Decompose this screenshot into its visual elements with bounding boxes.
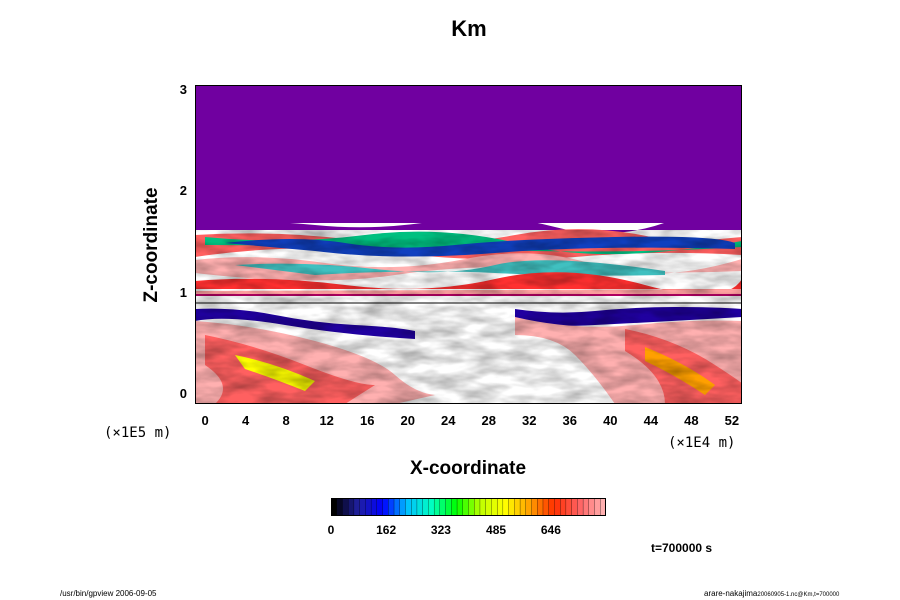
colorbar-tick-label: 646 bbox=[540, 523, 561, 537]
colorbar-cell bbox=[560, 498, 567, 516]
plot-frame bbox=[195, 85, 742, 404]
colorbar-cell bbox=[479, 498, 487, 516]
colorbar-cell bbox=[456, 498, 464, 516]
x-tick-label: 28 bbox=[481, 413, 496, 428]
colorbar-cell bbox=[353, 498, 361, 516]
colorbar-cell bbox=[428, 498, 435, 516]
y-tick-label: 0 bbox=[179, 385, 187, 401]
footer-left: /usr/bin/gpview 2006-09-05 bbox=[60, 589, 157, 598]
colorbar-cell bbox=[571, 498, 578, 516]
colorbar-cell bbox=[600, 498, 606, 516]
x-tick-label: 32 bbox=[522, 413, 537, 428]
x-scale-note: (×1E4 m) bbox=[668, 435, 736, 451]
colorbar-cell bbox=[336, 498, 343, 516]
colorbar-cell bbox=[491, 498, 498, 516]
colorbar-cell bbox=[474, 498, 481, 516]
colorbar-cell bbox=[525, 498, 532, 516]
colorbar-cell bbox=[348, 498, 355, 516]
heatmap-plot bbox=[195, 85, 742, 404]
upper-layer-edge bbox=[195, 217, 742, 234]
x-tick-label: 48 bbox=[684, 413, 699, 428]
colorbar-cell bbox=[548, 498, 555, 516]
colorbar-cell bbox=[445, 498, 452, 516]
colorbar-cell bbox=[451, 498, 458, 516]
colorbar-cell bbox=[588, 498, 595, 516]
colorbar-cell bbox=[519, 498, 527, 516]
footer-right-suffix: 20060905-1.nc@Km,t=700000 bbox=[757, 592, 840, 598]
speckle-texture bbox=[195, 230, 742, 404]
colorbar-cell bbox=[416, 498, 424, 516]
colorbar-tick-label: 0 bbox=[327, 523, 335, 537]
colorbar-frame bbox=[331, 498, 606, 516]
y-tick-label: 1 bbox=[179, 284, 187, 300]
colorbar-cell bbox=[399, 498, 406, 516]
colorbar-cell bbox=[365, 498, 372, 516]
x-tick-label: 44 bbox=[643, 413, 659, 428]
x-tick-label: 16 bbox=[359, 413, 375, 428]
x-tick-label: 4 bbox=[242, 413, 250, 428]
colorbar-tick-label: 485 bbox=[486, 523, 507, 537]
colorbar-cell bbox=[433, 498, 441, 516]
footer-right-name: arare-nakajima bbox=[704, 589, 758, 598]
colorbar-cell bbox=[405, 498, 412, 516]
colorbar-cell bbox=[422, 498, 429, 516]
colorbar-cell bbox=[393, 498, 401, 516]
colorbar-cell bbox=[359, 498, 366, 516]
z-scale-note: (×1E5 m) bbox=[104, 425, 172, 441]
colorbar-cell bbox=[376, 498, 384, 516]
chart-title: Km bbox=[451, 16, 487, 41]
colorbar bbox=[331, 498, 606, 516]
y-tick-label: 3 bbox=[179, 82, 187, 98]
colorbar-cell bbox=[462, 498, 469, 516]
footer-right: arare-nakajima20060905-1.nc@Km,t=700000 bbox=[704, 589, 839, 598]
x-tick-label: 0 bbox=[201, 413, 209, 428]
colorbar-cell bbox=[342, 498, 349, 516]
colorbar-cell bbox=[485, 498, 492, 516]
colorbar-cell bbox=[468, 498, 475, 516]
colorbar-cell bbox=[502, 498, 510, 516]
x-tick-label: 52 bbox=[724, 413, 740, 428]
y-axis-label: Z-coordinate bbox=[141, 187, 162, 303]
colorbar-tick-label: 323 bbox=[430, 523, 451, 537]
colorbar-cell bbox=[582, 498, 590, 516]
colorbar-cell bbox=[382, 498, 389, 516]
x-tick-label: 36 bbox=[562, 413, 578, 428]
x-axis-label: X-coordinate bbox=[409, 458, 527, 479]
colorbar-cell bbox=[537, 498, 544, 516]
colorbar-cell bbox=[508, 498, 515, 516]
x-tick-label: 8 bbox=[282, 413, 290, 428]
x-tick-label: 40 bbox=[603, 413, 618, 428]
x-tick-label: 12 bbox=[319, 413, 334, 428]
colorbar-cell bbox=[554, 498, 561, 516]
colorbar-cell bbox=[514, 498, 521, 516]
y-tick-label: 2 bbox=[179, 183, 187, 199]
colorbar-tick-label: 162 bbox=[376, 523, 397, 537]
colorbar-cell bbox=[594, 498, 601, 516]
colorbar-cell bbox=[496, 498, 504, 516]
colorbar-cell bbox=[542, 498, 550, 516]
colorbar-cell bbox=[565, 498, 573, 516]
time-label: t=700000 s bbox=[651, 541, 713, 555]
upper-layer bbox=[195, 85, 742, 223]
colorbar-cell bbox=[531, 498, 538, 516]
x-tick-label: 24 bbox=[441, 413, 456, 428]
x-tick-label: 20 bbox=[400, 413, 415, 428]
colorbar-cell bbox=[388, 498, 395, 516]
colorbar-cell bbox=[370, 498, 378, 516]
colorbar-cell bbox=[411, 498, 418, 516]
colorbar-cell bbox=[577, 498, 584, 516]
colorbar-cell bbox=[439, 498, 447, 516]
